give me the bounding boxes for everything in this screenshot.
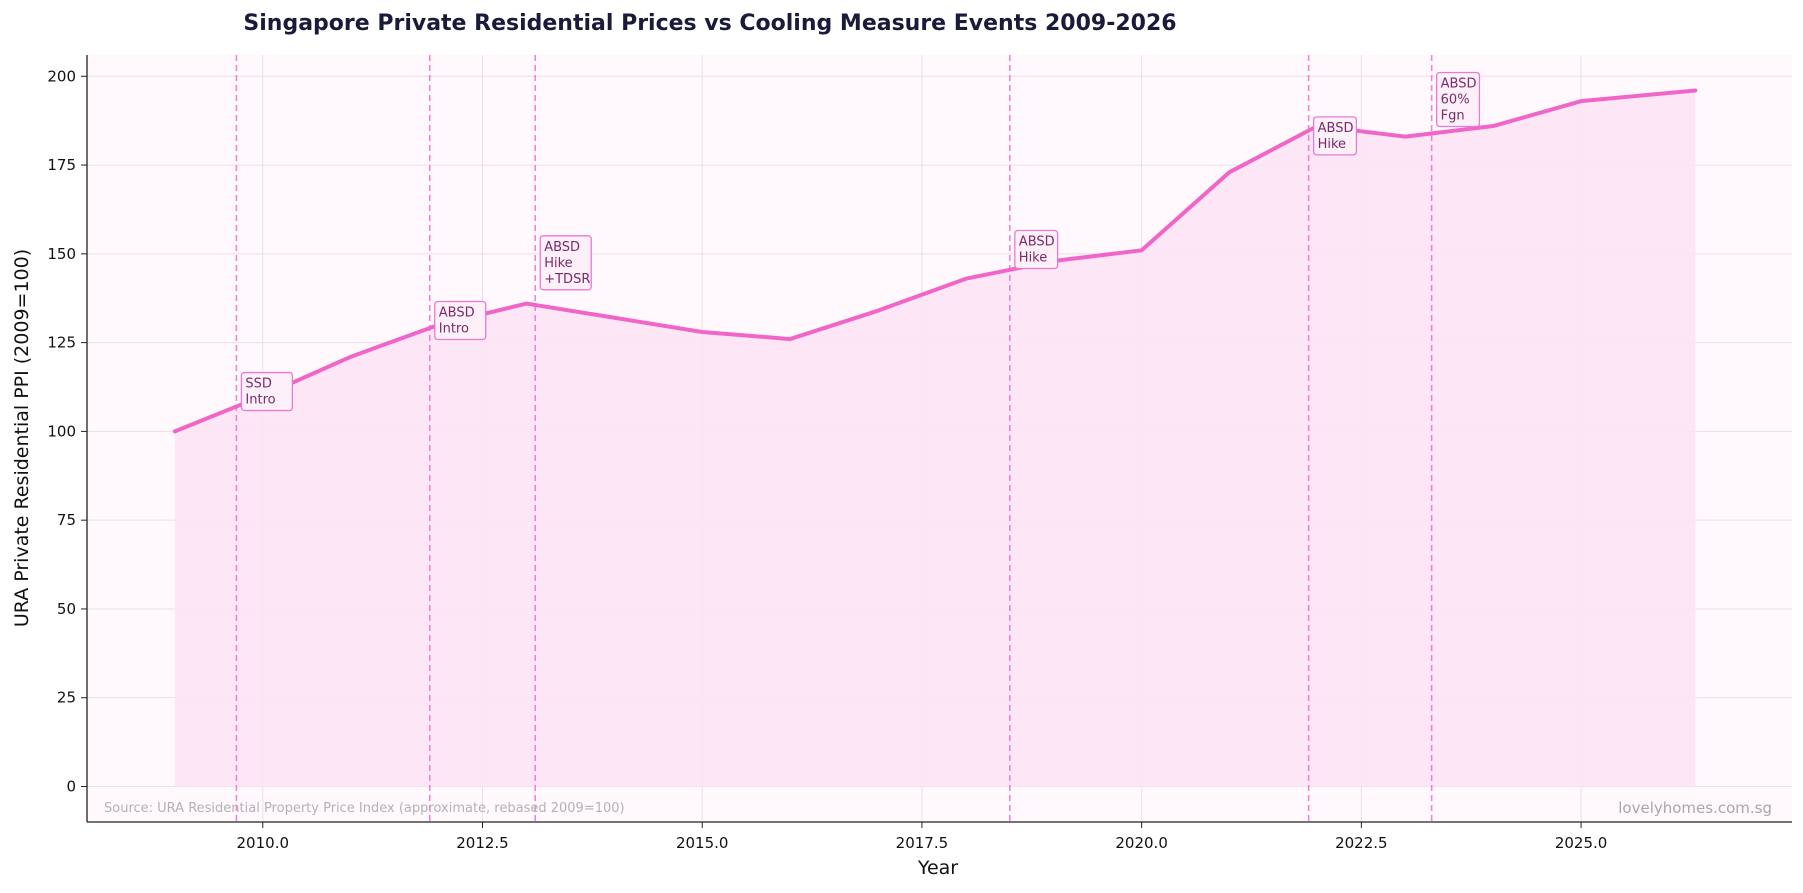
x-axis-label: Year: [917, 857, 958, 879]
series-line: [172, 88, 1698, 434]
annotation-label: Hike: [1019, 251, 1047, 266]
data-point: [524, 302, 528, 306]
data-point: [1140, 248, 1144, 252]
annotation-box: [240, 371, 294, 412]
data-point: [1693, 89, 1697, 93]
y-tick-label: 50: [57, 600, 76, 618]
area-layer: [174, 90, 1696, 787]
data-point: [964, 277, 968, 281]
y-tick-label: 175: [47, 156, 76, 174]
y-tick-label: 25: [57, 689, 76, 707]
data-point: [1491, 124, 1495, 128]
y-tick-label: 75: [57, 511, 76, 529]
ticks: 0 25 50 75 100 125 150 175 200 2010.0 2012.5 2015.0…: [47, 67, 1607, 852]
series-area: [174, 90, 1696, 787]
data-point: [788, 337, 792, 341]
annotation-label: ABSD: [1441, 76, 1477, 91]
line-layer: [172, 88, 1698, 434]
x-tick-label: 2012.5: [456, 834, 509, 852]
annotation-box: [1014, 229, 1059, 270]
watermark: lovelyhomes.com.sg: [1618, 799, 1772, 817]
annotation-box: [1436, 71, 1481, 128]
annotation-label: ABSD: [544, 240, 580, 255]
source-note: Source: URA Residential Property Price I…: [104, 801, 625, 816]
annotation-label: Hike: [1318, 137, 1346, 152]
axes: [86, 55, 1792, 823]
y-tick-label: 200: [47, 67, 76, 85]
annotation-label: SSD: [245, 377, 272, 392]
data-point: [700, 330, 704, 334]
x-tick-label: 2010.0: [237, 834, 290, 852]
y-tick-label: 100: [47, 422, 76, 440]
y-axis-label: URA Private Residential PPI (2009=100): [11, 249, 33, 627]
annotation-label: 60%: [1441, 92, 1470, 107]
y-tick-label: 150: [47, 245, 76, 263]
annotation-label: Intro: [245, 393, 275, 408]
annotation-box: [434, 300, 487, 341]
data-point: [876, 309, 880, 313]
data-point: [1579, 99, 1583, 103]
annotation-box: [1312, 116, 1358, 156]
annotation-label: Intro: [439, 322, 469, 337]
data-point: [1228, 170, 1232, 174]
annotation-box: [539, 235, 592, 291]
data-point: [612, 316, 616, 320]
y-tick-label: 0: [66, 777, 76, 795]
chart-title: Singapore Private Residential Prices vs …: [243, 11, 1176, 36]
annotation-label: ABSD: [439, 306, 475, 321]
annotation-label: ABSD: [1019, 235, 1055, 250]
events-layer: [235, 55, 1433, 822]
data-point: [173, 429, 177, 433]
x-tick-label: 2025.0: [1555, 834, 1608, 852]
annotation-label: +TDSR: [544, 272, 590, 287]
annotation-label: Hike: [544, 256, 572, 271]
annotation-label: Fgn: [1441, 108, 1465, 123]
annotation-label: ABSD: [1318, 121, 1354, 136]
data-point: [349, 355, 353, 359]
x-tick-label: 2020.0: [1115, 834, 1168, 852]
annotations-layer: SSDIntroABSDIntroABSDHike+TDSRABSDHikeAB…: [240, 71, 1481, 412]
x-tick-label: 2017.5: [896, 834, 949, 852]
y-tick-label: 125: [47, 334, 76, 352]
x-tick-label: 2015.0: [676, 834, 729, 852]
x-tick-label: 2022.5: [1335, 834, 1388, 852]
data-point: [1403, 135, 1407, 139]
